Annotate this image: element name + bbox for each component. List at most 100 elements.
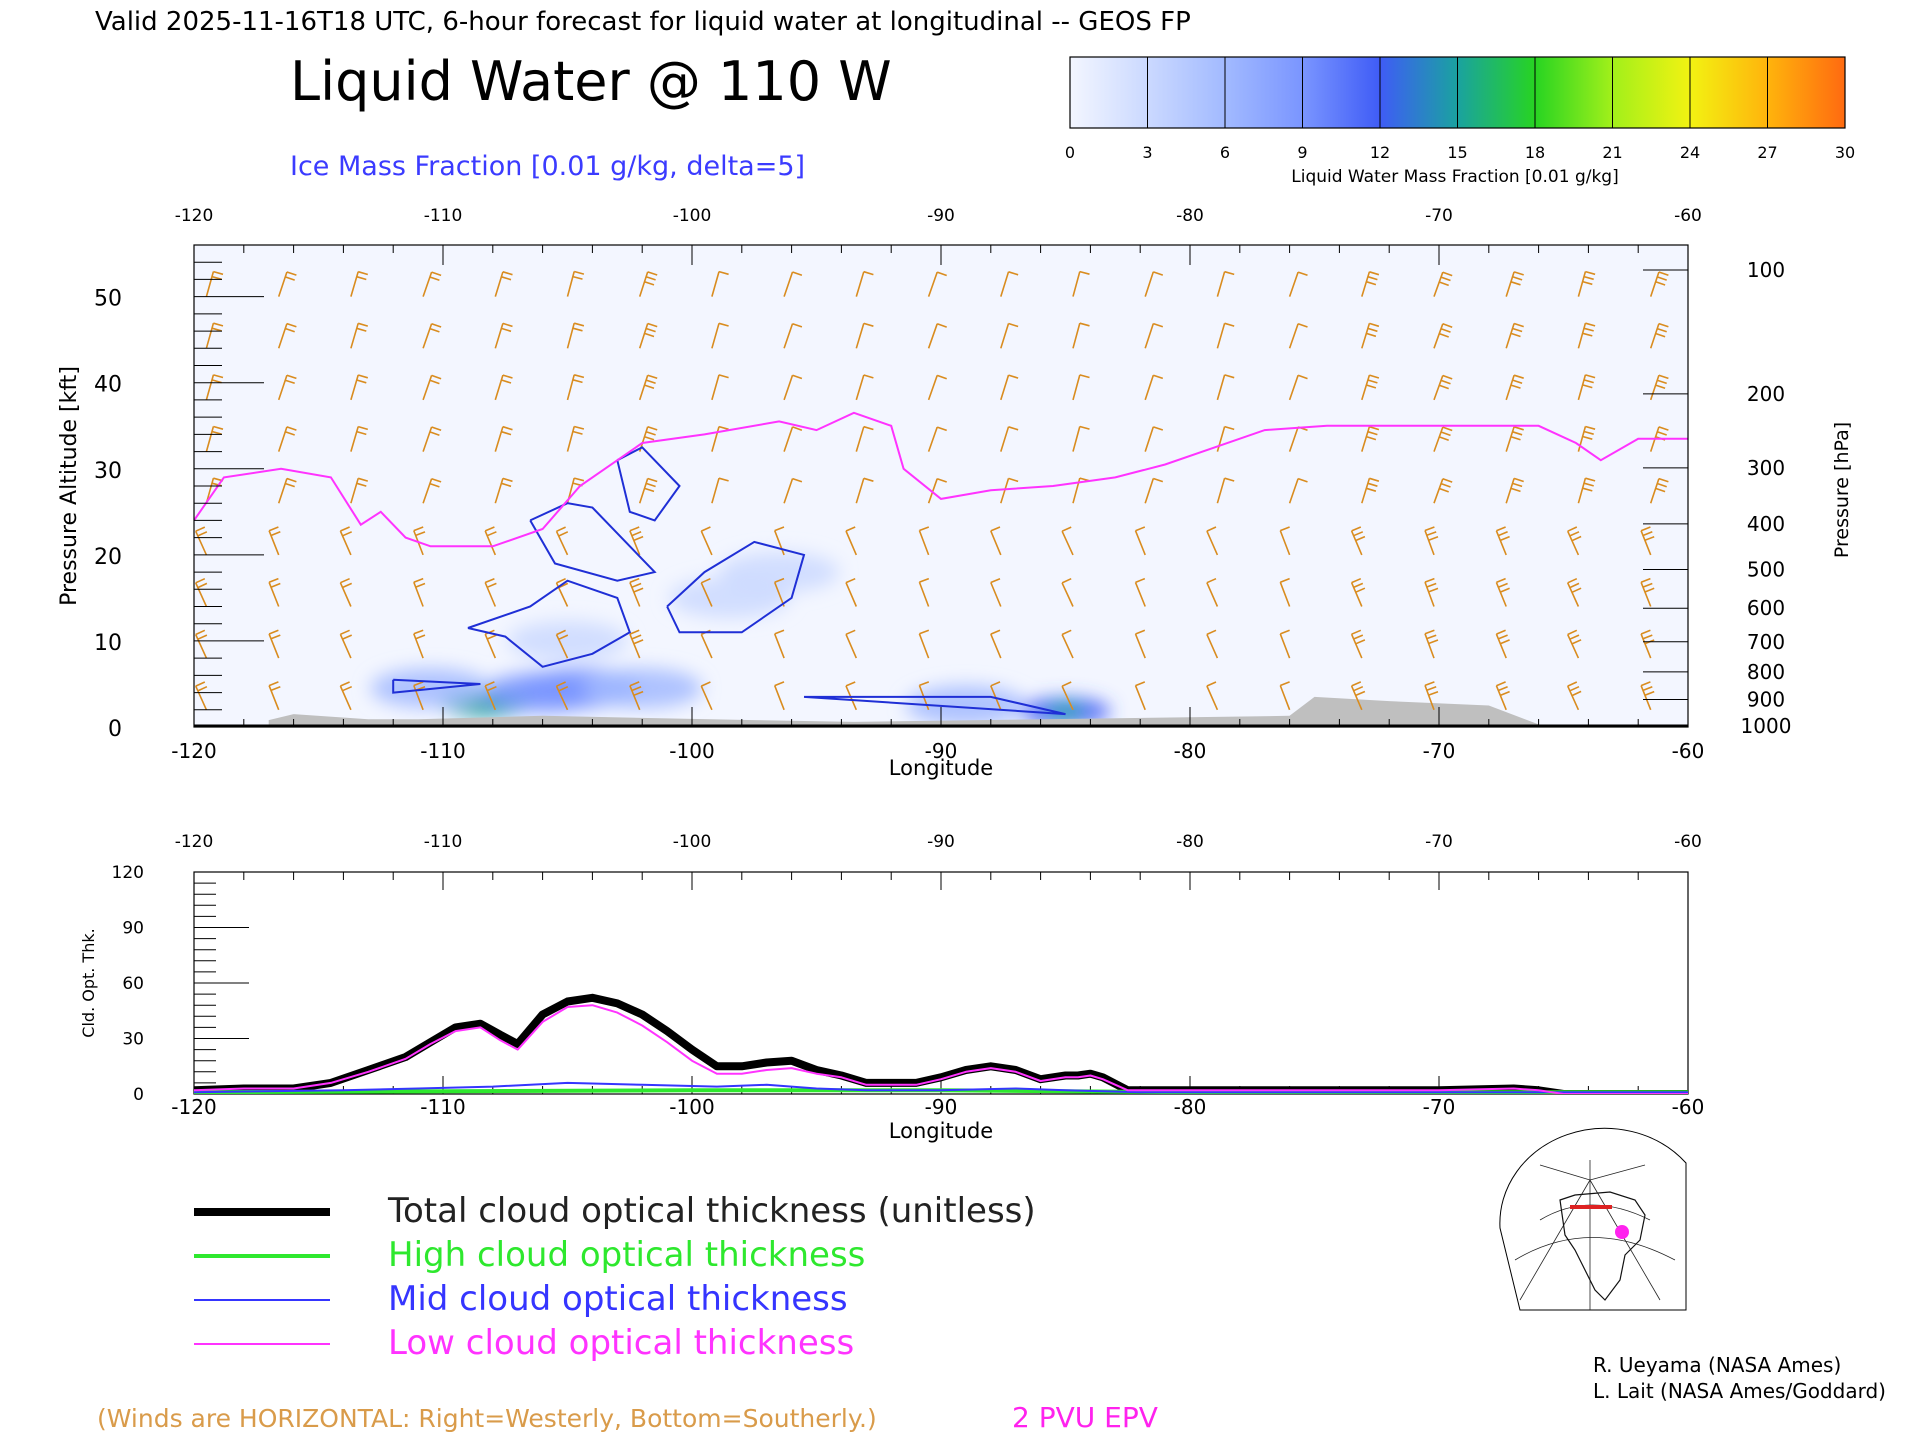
wind-barb [638,322,658,349]
wind-barb [1505,477,1524,504]
wind-barb [566,270,585,297]
wind-barb [422,426,442,452]
wind-barb [783,477,803,504]
wind-barb [1505,374,1524,401]
wind-barb [413,577,426,607]
wind-barb [1000,271,1019,297]
wind-barb [194,577,208,607]
top-xlabel: Longitude [889,756,993,780]
colorbar-tick-label: 24 [1680,143,1700,162]
wind-barb [855,477,874,504]
wind-barb [783,374,803,401]
liquid-water-panel: -120 -120 -110 -110 -100 -100 -90 -90 -80 -80 -70 -… [94,206,1791,763]
wind-barb [855,322,874,349]
wind-barb [555,526,569,556]
bottom-xlabel: Longitude [889,1119,993,1143]
colorbar-tick-label: 6 [1220,143,1230,162]
wind-barb [927,374,947,401]
wind-barb [194,629,208,659]
wind-barb [566,322,585,349]
wind-barb [1216,477,1235,504]
ice-contour [666,540,806,634]
wind-barb [918,526,930,556]
wind-barb [1144,271,1164,297]
map-outline [1499,1127,1687,1311]
bottom-x-tick-label: -110 [420,1095,465,1119]
wind-barb [484,681,497,711]
bottom-x-tick-label: -90 [925,1095,958,1119]
wind-barb [1424,681,1439,711]
wind-barb [1061,629,1074,659]
wind-barb [927,426,947,452]
wind-barb [1433,323,1453,349]
wind-barb [927,271,947,297]
wind-barb [1288,271,1308,297]
top-y-tick-label: 50 [94,287,122,312]
liquid-water-blob [905,685,1026,726]
wind-barb [1000,477,1019,504]
optical-thickness-panel: -120 -120 -110 -110 -100 -100 -90 -90 -80 -80 -70 -… [112,832,1705,1119]
wind-barb [1288,477,1308,504]
colorbar-tick-label: 21 [1602,143,1622,162]
wind-barb [1433,426,1453,452]
liquid-water-blob [507,620,628,661]
colorbar-tick-label: 3 [1142,143,1152,162]
top-x-tick-label: -60 [1672,739,1705,763]
wind-barb [205,322,224,349]
top-plot-background [194,245,1688,727]
wind-barb [1134,629,1146,659]
wind-barb [711,270,729,297]
bottom-y-tick-label: 0 [133,1085,144,1105]
wind-barb [1577,477,1596,504]
wind-barb [990,629,1002,659]
bottom-y-tick-label: 120 [112,863,144,883]
bottom-x-tick-label-upper: -70 [1425,832,1453,852]
wind-barb [268,577,281,607]
epv-label: 2 PVU EPV [1012,1401,1158,1434]
wind-barb [1072,425,1090,452]
top-y-tick-label: 10 [94,631,122,656]
wind-barb [1216,425,1235,452]
top-x-tick-label-upper: -120 [175,206,214,226]
wind-barb [350,374,369,401]
wind-barb [1640,681,1655,711]
wind-barb [277,426,297,452]
wind-barb [927,323,947,349]
bottom-x-tick-label: -100 [669,1095,714,1119]
wind-barb [1640,577,1655,607]
wind-barb [277,271,297,297]
series-line-low [194,1004,1688,1094]
ice-contour [392,678,481,694]
wind-barb [1577,374,1596,401]
wind-barb [350,477,369,504]
wind-barb [855,425,874,452]
series-line-total [194,993,1688,1094]
top-y-tick-label: 0 [108,717,122,742]
wind-barb [205,425,224,452]
wind-barb [1577,322,1596,349]
wind-barb [1279,577,1291,607]
wind-barb [773,629,785,659]
wind-barb [268,526,281,556]
colorbar-tick-label: 15 [1447,143,1467,162]
wind-barb [494,425,513,452]
wind-barb [1505,271,1524,297]
wind-barb [1424,526,1439,556]
wind-barb [1206,526,1219,556]
wind-barb [638,271,658,297]
top-x-tick-label-upper: -70 [1425,206,1453,226]
wind-barb [494,374,513,401]
wind-barb [494,322,513,349]
pressure-tick-label: 800 [1747,660,1785,684]
epv-2pvu-line [194,411,1688,548]
top-x-tick-label-upper: -110 [424,206,463,226]
map-location-dot [1615,1225,1629,1239]
wind-barb [1424,629,1439,659]
wind-barb [1433,374,1453,401]
colorbar-tick-label: 0 [1065,143,1075,162]
series-line-mid [194,1081,1688,1094]
wind-barb [1433,478,1453,504]
colorbar-tick-label: 18 [1525,143,1545,162]
wind-barb [711,374,729,401]
wind-barbs [194,270,1669,711]
